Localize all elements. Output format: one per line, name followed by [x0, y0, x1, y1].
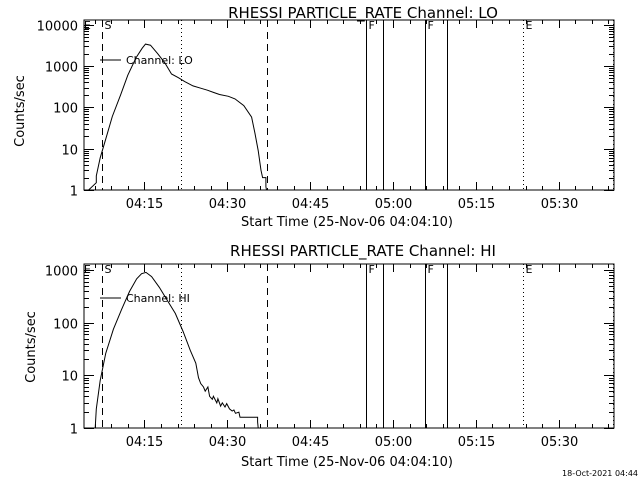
y-tick-label: 1000: [45, 265, 78, 280]
x-tick-label: 05:15: [458, 197, 495, 212]
x-tick-label: 05:15: [458, 435, 495, 450]
x-tick-label: 05:30: [541, 197, 578, 212]
series-line-hi: [92, 271, 259, 429]
series-line-lo: [88, 43, 267, 191]
y-tick-label: 100: [53, 318, 78, 333]
legend-label: Channel: LO: [126, 54, 193, 67]
chart-panel-hi: RHESSI PARTICLE_RATE Channel: HI Counts/…: [24, 242, 615, 470]
legend: Channel: LO: [100, 54, 193, 67]
x-axis-label: Start Time (25-Nov-06 04:04:10): [241, 455, 453, 470]
axis-ticks: 04:15 04:30 04:45 05:00 05:15 05:30 1 10 100 1000…: [37, 20, 614, 212]
x-tick-label: 04:15: [126, 435, 163, 450]
y-tick-label: 1000: [45, 61, 78, 76]
footer-timestamp: 18-Oct-2021 04:44: [562, 469, 638, 478]
x-tick-label: 04:30: [209, 435, 246, 450]
plot-frame: [83, 263, 615, 429]
x-tick-label: 04:45: [292, 435, 329, 450]
chart-panel-lo: RHESSI PARTICLE_RATE Channel: LO Counts/…: [13, 4, 615, 230]
event-label: E: [526, 263, 533, 276]
event-label: E: [84, 263, 91, 276]
axis-ticks: 04:15 04:30 04:45 05:00 05:15 05:30 1 10 100 1000: [45, 264, 614, 450]
y-tick-label: 10: [61, 144, 78, 159]
event-label: F: [369, 263, 375, 276]
x-tick-label: 04:15: [126, 197, 163, 212]
y-tick-label: 1: [70, 423, 78, 438]
x-tick-label: 05:00: [375, 435, 412, 450]
y-tick-label: 10: [61, 370, 78, 385]
x-tick-label: 05:00: [375, 197, 412, 212]
chart-title: RHESSI PARTICLE_RATE Channel: LO: [228, 4, 498, 23]
x-axis-label: Start Time (25-Nov-06 04:04:10): [241, 215, 453, 230]
legend-label: Channel: HI: [126, 292, 190, 305]
chart-title: RHESSI PARTICLE_RATE Channel: HI: [230, 242, 496, 261]
plot-frame: [83, 19, 615, 191]
y-tick-label: 10000: [37, 20, 78, 35]
y-axis-label: Counts/sec: [24, 311, 39, 383]
y-axis-label: Counts/sec: [13, 75, 28, 147]
y-tick-label: 1: [70, 185, 78, 200]
event-label: F: [369, 19, 375, 32]
event-label: F: [428, 263, 434, 276]
x-tick-label: 05:30: [541, 435, 578, 450]
event-label: S: [105, 19, 112, 32]
y-tick-label: 100: [53, 102, 78, 117]
event-label: S: [105, 263, 112, 276]
x-tick-label: 04:30: [209, 197, 246, 212]
event-label: E: [526, 19, 533, 32]
x-tick-label: 04:45: [292, 197, 329, 212]
legend: Channel: HI: [100, 292, 190, 305]
event-label: F: [428, 19, 434, 32]
